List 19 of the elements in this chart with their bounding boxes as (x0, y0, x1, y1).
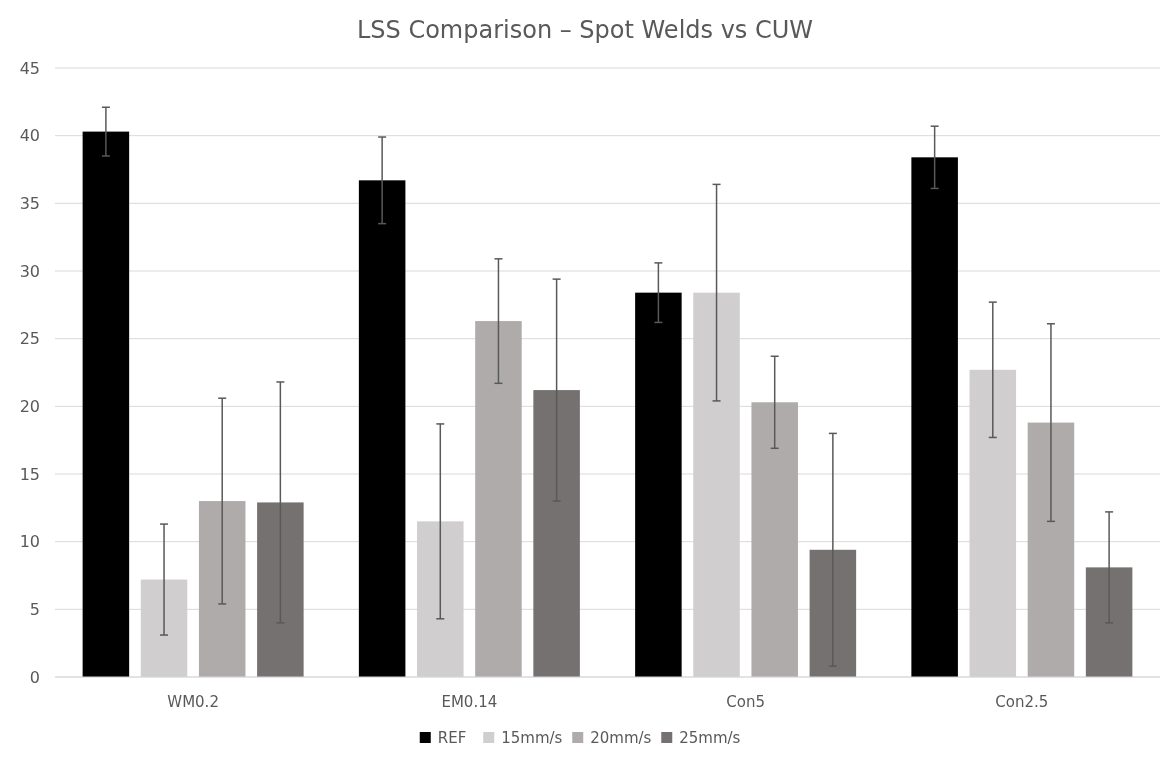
y-tick-label: 5 (29, 599, 40, 619)
y-tick-label: 15 (19, 464, 40, 484)
legend-label: 20mm/s (590, 729, 652, 748)
x-tick-label: Con5 (726, 693, 765, 711)
legend-label: REF (437, 729, 467, 748)
legend-label: 15mm/s (501, 729, 563, 748)
y-tick-label: 35 (19, 193, 40, 213)
x-tick-label: Con2.5 (995, 693, 1049, 711)
y-tick-label: 25 (19, 329, 40, 349)
y-tick-label: 45 (19, 58, 40, 78)
y-tick-label: 10 (19, 532, 40, 552)
legend-label: 25mm/s (679, 729, 741, 748)
y-tick-label: 40 (19, 126, 40, 146)
x-tick-label: EM0.14 (441, 693, 498, 711)
chart-title: LSS Comparison – Spot Welds vs CUW (356, 16, 814, 44)
y-tick-label: 20 (19, 396, 40, 416)
x-tick-label: WM0.2 (167, 693, 219, 711)
y-tick-label: 30 (19, 261, 40, 281)
y-tick-label: 0 (29, 667, 40, 687)
